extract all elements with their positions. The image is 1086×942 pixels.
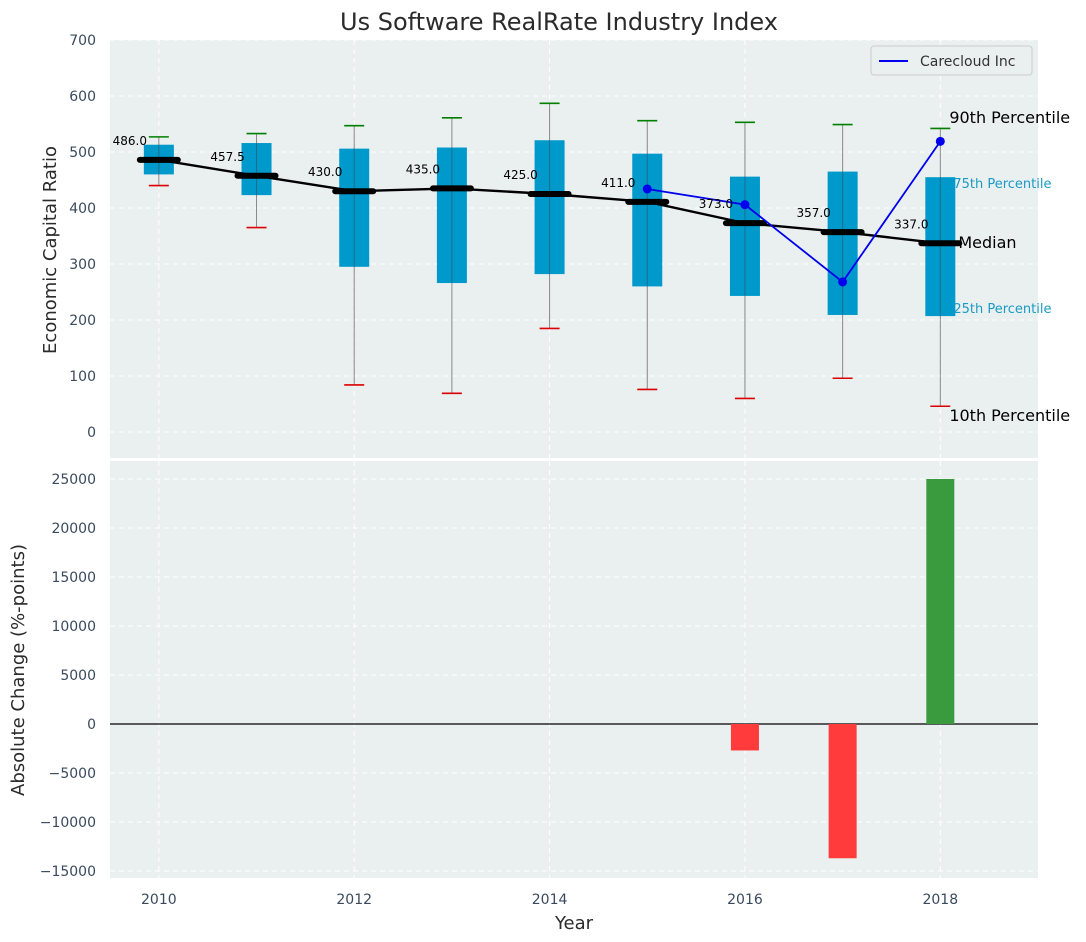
bottom-y-tick-label: 25000: [51, 472, 96, 488]
annotation-median: Median: [958, 233, 1016, 252]
median-value-label: 373.0: [699, 197, 733, 211]
top-y-tick-label: 200: [69, 313, 96, 329]
legend-box: [870, 45, 1033, 76]
median-value-label: 425.0: [503, 168, 537, 182]
bottom-plot-area: [110, 461, 1038, 878]
text-layer: Us Software RealRate Industry Index Econ…: [8, 8, 1070, 934]
top-y-tick-label: 0: [87, 425, 96, 441]
x-tick-label: 2012: [336, 892, 372, 908]
legend-label-carecloud: Carecloud Inc: [920, 54, 1015, 70]
x-tick-label: 2010: [141, 892, 177, 908]
top-y-tick-label: 700: [69, 33, 96, 49]
annotation-p25: 25th Percentile: [953, 302, 1051, 317]
top-y-axis-label: Economic Capital Ratio: [40, 146, 61, 354]
x-tick-label: 2016: [727, 892, 763, 908]
median-value-label: 430.0: [308, 165, 342, 179]
series-point-carecloud: [838, 277, 848, 287]
series-point-carecloud: [740, 200, 750, 210]
annotation-p10: 10th Percentile: [949, 406, 1070, 425]
chart-title: Us Software RealRate Industry Index: [340, 8, 778, 36]
top-y-tick-label: 500: [69, 145, 96, 161]
bottom-y-axis-label: Absolute Change (%-points): [8, 544, 29, 796]
series-line-carecloud: [647, 140, 942, 284]
annotation-p75: 75th Percentile: [953, 177, 1051, 192]
x-axis-label: Year: [554, 913, 594, 934]
median-value-label: 435.0: [406, 162, 440, 176]
median-value-label: 411.0: [601, 176, 635, 190]
bottom-y-tick-label: −10000: [40, 815, 96, 831]
x-tick-label: 2018: [922, 892, 958, 908]
change-bar: [828, 724, 857, 859]
bottom-y-tick-label: −5000: [49, 766, 96, 782]
top-y-tick-label: 600: [69, 89, 96, 105]
bottom-y-tick-label: −15000: [40, 864, 96, 880]
top-y-tick-label: 300: [69, 257, 96, 273]
marks-layer: [110, 102, 1038, 859]
bottom-y-tick-label: 20000: [51, 521, 96, 537]
bottom-y-tick-label: 10000: [51, 619, 96, 635]
legend: Carecloud Inc: [870, 45, 1033, 76]
median-value-label: 357.0: [796, 206, 830, 220]
series-point-carecloud: [935, 136, 945, 146]
x-tick-label: 2014: [532, 892, 568, 908]
change-bar: [730, 724, 759, 751]
top-y-tick-label: 100: [69, 369, 96, 385]
bottom-y-tick-label: 5000: [60, 668, 96, 684]
top-plot-area: [110, 40, 1038, 458]
change-bar: [926, 479, 955, 724]
top-y-tick-label: 400: [69, 201, 96, 217]
annotation-p90: 90th Percentile: [949, 108, 1070, 127]
median-value-label: 457.5: [210, 150, 244, 164]
bottom-y-tick-label: 15000: [51, 570, 96, 586]
series-point-carecloud: [642, 184, 652, 194]
median-value-label: 486.0: [113, 134, 147, 148]
bottom-y-tick-label: 0: [87, 717, 96, 733]
median-value-label: 337.0: [894, 217, 928, 231]
